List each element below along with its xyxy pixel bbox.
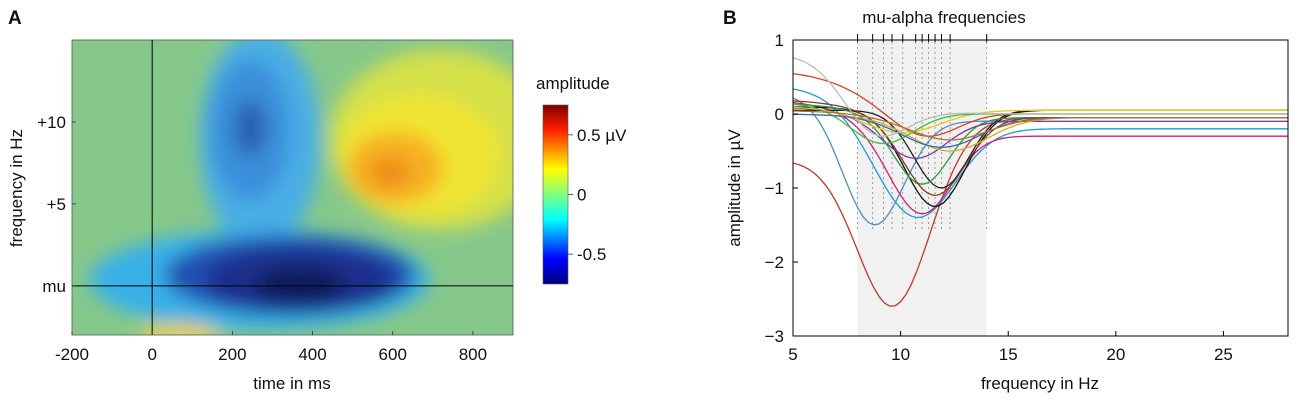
heatmap-x-tick-label: 200 (218, 345, 246, 364)
heatmap-y-tick-label: mu (42, 277, 66, 296)
heatmap-frame (71, 39, 514, 336)
line-x-ticks: 5 10 15 20 25 (788, 331, 1233, 364)
line-y-axis-label: amplitude in µV (725, 129, 744, 247)
line-x-tick-label: 10 (891, 345, 910, 364)
heatmap-y-ticks: mu +5 +10 (37, 113, 76, 296)
line-y-tick-label: −2 (765, 253, 784, 272)
line-series (793, 57, 1288, 307)
heatmap-area (72, 40, 513, 335)
heatmap-y-tick-label: +10 (37, 113, 66, 132)
series-line-s4 (793, 101, 1288, 215)
series-line-s11 (793, 106, 1288, 134)
colorbar (542, 104, 569, 285)
line-x-axis-label: frequency in Hz (981, 374, 1099, 393)
heatmap-blobs (90, 40, 513, 335)
heatmap-y-tick-label: +5 (47, 195, 66, 214)
line-y-ticks: 1 0 −1 −2 −3 (765, 31, 798, 346)
heatmap-x-tick-label: 0 (147, 345, 156, 364)
line-y-tick-label: −3 (765, 327, 784, 346)
heatmap-x-tick-label: 400 (298, 345, 326, 364)
line-y-tick-label: −1 (765, 179, 784, 198)
series-line-s3 (793, 88, 1288, 219)
colorbar-ticks: 0.5 µV 0 -0.5 (568, 126, 627, 264)
line-y-tick-label: 0 (775, 105, 784, 124)
line-y-tick-label: 1 (775, 31, 784, 50)
colorbar-tick-label: 0 (577, 186, 586, 205)
line-x-tick-label: 25 (1214, 345, 1233, 364)
heatmap-x-tick-label: -200 (55, 345, 89, 364)
series-line-s15 (793, 57, 1288, 137)
panel-label-b: B (723, 8, 737, 29)
heatmap-x-tick-label: 800 (459, 345, 487, 364)
heatmap-x-tick-label: 600 (379, 345, 407, 364)
line-x-tick-label: 20 (1106, 345, 1125, 364)
colorbar-tick-label: 0.5 µV (577, 126, 627, 145)
colorbar-tick-label: -0.5 (577, 245, 606, 264)
line-x-tick-label: 15 (999, 345, 1018, 364)
heatmap-x-ticks: -200 0 200 400 600 800 (55, 331, 487, 364)
heatmap-x-axis-label: time in ms (253, 374, 330, 393)
series-line-s16 (793, 110, 1288, 141)
heatmap-y-axis-label: frequency in Hz (7, 129, 26, 247)
colorbar-title: amplitude (536, 74, 610, 93)
line-chart-title: mu-alpha frequencies (862, 8, 1025, 27)
panel-label-a: A (8, 8, 22, 29)
line-x-tick-label: 5 (788, 345, 797, 364)
